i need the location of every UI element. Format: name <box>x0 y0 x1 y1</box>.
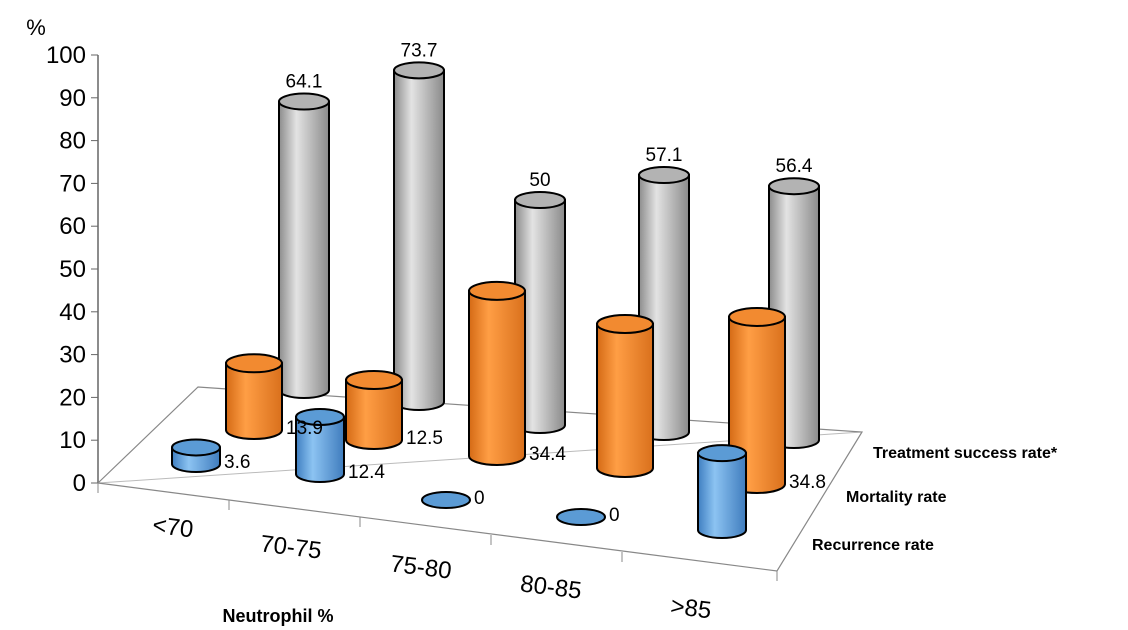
bar-body <box>278 100 330 399</box>
bar-top <box>638 166 690 185</box>
data-label: 0 <box>474 488 485 509</box>
x-tick-label: >85 <box>669 593 713 625</box>
bar-recurrence-2 <box>421 491 471 509</box>
bar-body <box>225 362 283 440</box>
series-label-recurrence: Recurrence rate <box>812 537 934 554</box>
data-label: 73.7 <box>401 40 438 61</box>
bar-top <box>295 407 345 426</box>
bar-top <box>393 61 445 80</box>
bar-mortality-2 <box>468 280 526 466</box>
data-label: 57.1 <box>646 145 683 166</box>
bar-body <box>393 69 445 411</box>
bar-mortality-1 <box>345 370 403 450</box>
bar-body <box>468 289 526 466</box>
x-tick-label: 75-80 <box>389 550 453 584</box>
bar-body <box>345 379 403 450</box>
bar-treatment-2 <box>514 191 566 434</box>
data-label: 34.4 <box>529 444 566 465</box>
bar-top <box>278 92 330 111</box>
y-tick-label: 20 <box>59 384 86 411</box>
data-label: 13.9 <box>286 418 323 439</box>
bar-top <box>421 491 471 509</box>
data-label: 50 <box>529 170 550 191</box>
x-tick-label: 80-85 <box>519 570 583 604</box>
series-label-mortality: Mortality rate <box>846 489 947 506</box>
x-axis-categories: <70 70-75 75-80 80-85 >85 <box>151 512 713 625</box>
y-tick-label: 70 <box>59 170 86 197</box>
bar-treatment-0 <box>278 92 330 399</box>
bar-body <box>697 452 747 539</box>
x-tick-label: 70-75 <box>259 530 323 564</box>
bar-top <box>556 508 606 526</box>
y-axis-unit-label: % <box>26 15 46 40</box>
y-axis-ticks: 0 10 20 30 40 50 60 70 80 90 100 <box>46 42 98 497</box>
bar-top <box>514 191 566 209</box>
bar-top <box>345 370 403 390</box>
data-label: 0 <box>609 505 620 526</box>
bar-top <box>171 438 221 457</box>
series-label-treatment: Treatment success rate* <box>873 445 1058 462</box>
data-labels: 64.1 73.7 50 57.1 56.4 13.9 12.5 34.4 34.8 3.6 12.… <box>224 40 826 526</box>
bar-top <box>468 280 526 301</box>
data-label: 64.1 <box>286 72 323 93</box>
y-tick-label: 40 <box>59 299 86 326</box>
y-tick-label: 60 <box>59 213 86 240</box>
y-tick-label: 80 <box>59 128 86 155</box>
y-tick-label: 0 <box>73 470 86 497</box>
x-axis-title: Neutrophil % <box>223 606 334 626</box>
bar-top <box>728 306 786 327</box>
y-tick-label: 100 <box>46 42 86 69</box>
bar-body <box>596 323 654 478</box>
data-label: 3.6 <box>224 452 250 473</box>
x-axis-ticks <box>97 483 778 581</box>
bar-top <box>225 353 283 374</box>
bar-recurrence-1 <box>295 407 345 483</box>
bar-mortality-0 <box>225 353 283 440</box>
y-tick-label: 30 <box>59 342 86 369</box>
data-label: 56.4 <box>776 156 813 177</box>
data-label: 34.8 <box>789 472 826 493</box>
bar-mortality-3 <box>596 314 654 478</box>
y-tick-label: 50 <box>59 256 86 283</box>
bar-body <box>295 415 345 483</box>
bar-top <box>768 177 820 196</box>
x-tick-label: <70 <box>151 512 195 544</box>
bar-treatment-1 <box>393 61 445 411</box>
y-tick-label: 90 <box>59 85 86 112</box>
bar-recurrence-0 <box>171 438 221 473</box>
bar-top <box>697 444 747 463</box>
series-depth-labels: Treatment success rate* Mortality rate R… <box>812 445 1058 554</box>
bars <box>171 61 820 539</box>
floor-outline <box>97 386 864 572</box>
bar-recurrence-3 <box>556 508 606 526</box>
data-label: 12.5 <box>406 428 443 449</box>
y-tick-label: 10 <box>59 427 86 454</box>
bar-recurrence-4 <box>697 444 747 539</box>
bar-top <box>596 314 654 334</box>
data-label: 12.4 <box>348 462 385 483</box>
